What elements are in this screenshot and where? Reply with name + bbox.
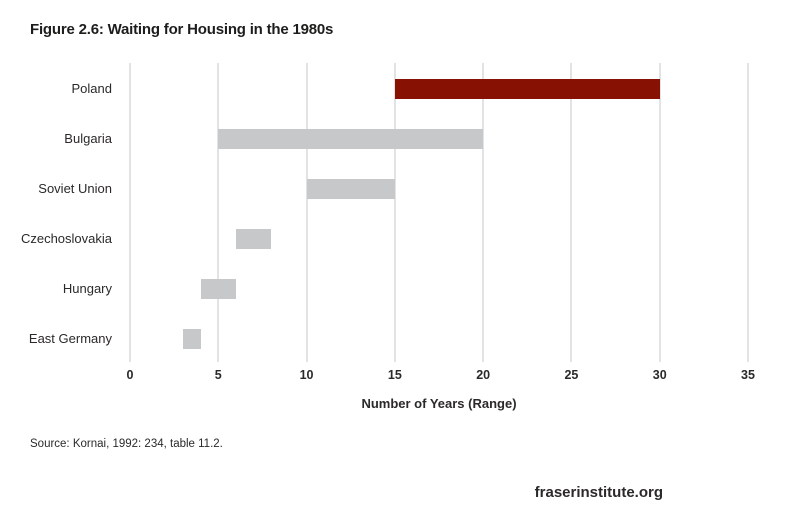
poland-range-bar xyxy=(394,79,660,99)
hungary-range-bar xyxy=(200,279,236,299)
soviet-union-range-bar xyxy=(306,179,395,199)
x-tick-label-35: 35 xyxy=(741,368,755,382)
category-label-east-germany: East Germany xyxy=(28,331,112,346)
gridline-35 xyxy=(747,63,749,362)
category-label-poland: Poland xyxy=(71,81,112,96)
gridline-30 xyxy=(658,63,661,362)
x-tick-label-25: 25 xyxy=(564,368,579,382)
gridline-15 xyxy=(393,63,396,362)
gridline-5 xyxy=(217,63,220,362)
gridline-0 xyxy=(129,63,131,362)
category-label-soviet-union: Soviet Union xyxy=(38,181,112,196)
footer-brand: fraserinstitute.org xyxy=(534,484,663,501)
gridline-25 xyxy=(570,63,573,362)
category-label-hungary: Hungary xyxy=(62,281,112,296)
czechoslovakia-range-bar xyxy=(235,229,272,249)
x-tick-label-10: 10 xyxy=(299,368,314,382)
x-tick-label-5: 5 xyxy=(214,368,222,382)
figure-title: Figure 2.6: Waiting for Housing in the 1… xyxy=(30,21,334,38)
x-tick-label-30: 30 xyxy=(652,368,667,382)
gridline-10 xyxy=(305,63,308,362)
x-axis-title: Number of Years (Range) xyxy=(361,396,517,411)
category-label-bulgaria: Bulgaria xyxy=(64,131,112,146)
east-germany-range-bar xyxy=(182,329,201,349)
bulgaria-range-bar xyxy=(218,129,484,149)
source-note: Source: Kornai, 1992: 234, table 11.2. xyxy=(30,438,223,450)
x-tick-label-0: 0 xyxy=(126,368,134,382)
gridline-20 xyxy=(482,63,485,362)
x-tick-label-20: 20 xyxy=(476,368,491,382)
x-tick-label-15: 15 xyxy=(387,368,402,382)
category-label-czechoslovakia: Czechoslovakia xyxy=(20,231,112,246)
